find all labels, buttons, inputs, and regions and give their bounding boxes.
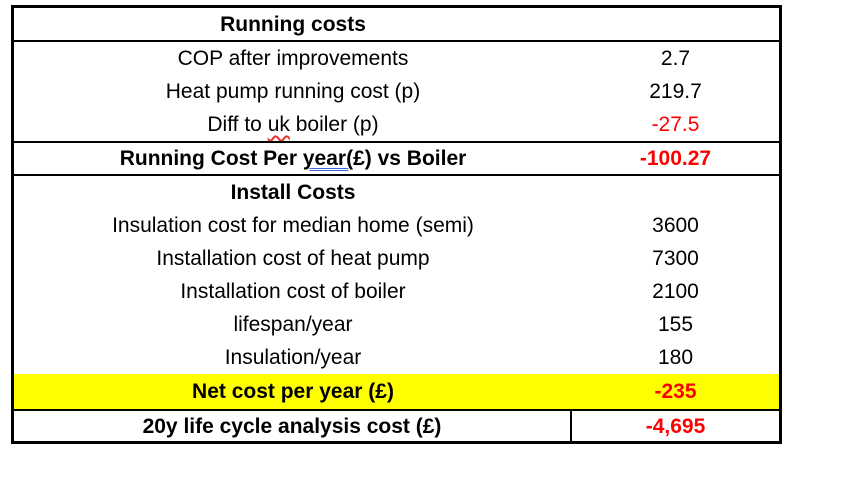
row-label: 20y life cycle analysis cost (£): [14, 411, 572, 441]
row-value: 2100: [652, 280, 699, 303]
row-value: 7300: [652, 247, 699, 270]
row-value: 2.7: [660, 47, 691, 70]
row-label: Net cost per year (£): [192, 380, 394, 403]
row-section-running-costs: Running costs: [14, 8, 779, 42]
row-label: Running Cost Per year(£) vs Boiler: [14, 143, 572, 174]
row-insulation-cost-median-home: Insulation cost for median home (semi) 3…: [14, 209, 779, 242]
spellcheck-underlined-word: uk: [267, 113, 290, 136]
row-label: Installation cost of boiler: [180, 280, 406, 303]
label-text: Running Cost Per: [119, 147, 303, 170]
label-text: £) vs Boiler: [353, 147, 467, 170]
row-value-negative: -235: [654, 380, 697, 403]
row-cop-after-improvements: COP after improvements 2.7: [14, 42, 779, 75]
row-insulation-year: Insulation/year 180: [14, 341, 779, 374]
row-value: [572, 8, 779, 40]
row-label: Installation cost of heat pump: [156, 247, 430, 270]
row-value: 155: [657, 313, 694, 336]
row-value-negative: -4,695: [645, 414, 706, 438]
section-header: Running costs: [220, 12, 366, 36]
row-label: Diff to uk boiler (p): [14, 108, 572, 141]
row-diff-to-uk-boiler: Diff to uk boiler (p) -27.5: [14, 108, 779, 141]
row-label: lifespan/year: [233, 313, 353, 336]
row-lifespan-year: lifespan/year 155: [14, 308, 779, 341]
row-20y-life-cycle-cost: 20y life cycle analysis cost (£) -4,695: [14, 409, 779, 441]
row-value: 180: [657, 346, 694, 369]
row-label: COP after improvements: [177, 47, 409, 70]
row-value: 219.7: [649, 80, 702, 103]
row-value-negative: -27.5: [651, 113, 700, 136]
row-value: 3600: [652, 214, 699, 237]
section-header: Install Costs: [230, 181, 356, 204]
row-installation-cost-boiler: Installation cost of boiler 2100: [14, 275, 779, 308]
costs-table: Running costs COP after improvements 2.7…: [11, 5, 782, 444]
row-installation-cost-heat-pump: Installation cost of heat pump 7300: [14, 242, 779, 275]
row-value: [572, 176, 779, 209]
row-label: Insulation cost for median home (semi): [112, 214, 474, 237]
row-running-cost-per-year-total: Running Cost Per year(£) vs Boiler -100.…: [14, 141, 779, 176]
row-net-cost-per-year-highlighted: Net cost per year (£) -235: [14, 374, 779, 409]
row-label: Insulation/year: [224, 346, 362, 369]
row-section-install-costs: Install Costs: [14, 176, 779, 209]
label-text: boiler (p): [289, 113, 379, 136]
label-text: Diff to: [207, 113, 268, 136]
row-value-negative: -100.27: [639, 147, 712, 170]
row-heat-pump-running-cost: Heat pump running cost (p) 219.7: [14, 75, 779, 108]
grammar-underlined-word: year(: [302, 147, 354, 170]
row-label: Heat pump running cost (p): [165, 80, 421, 103]
